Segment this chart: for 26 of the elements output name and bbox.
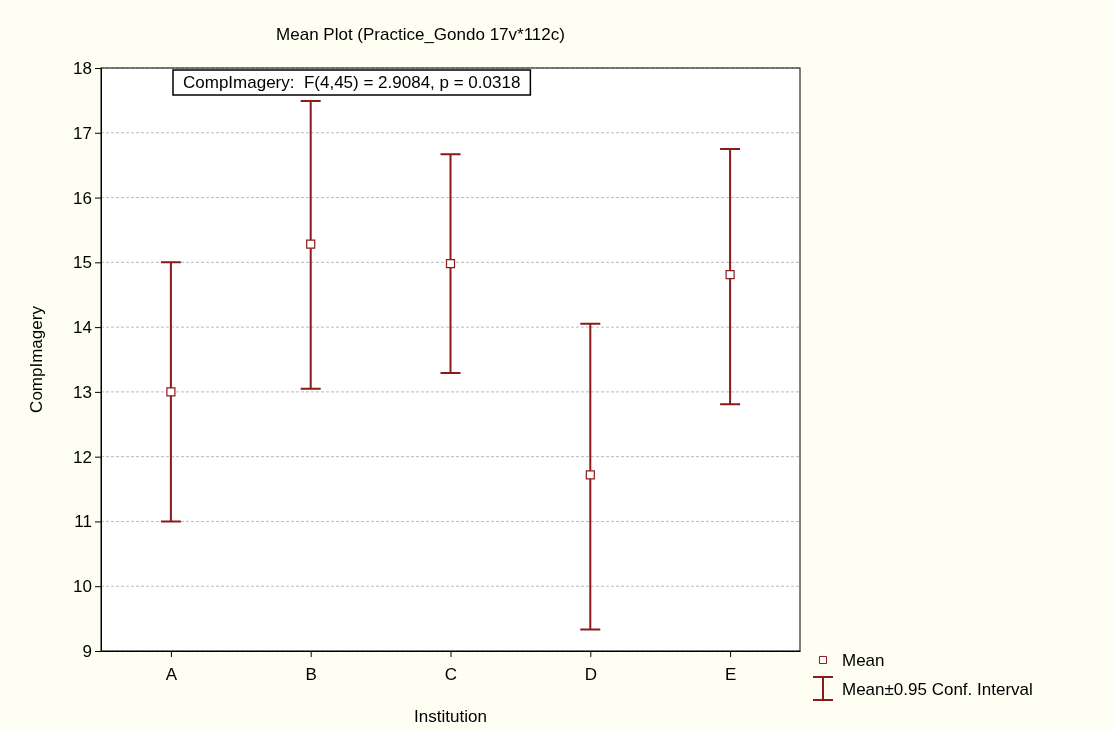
- y-tick-label: 17: [73, 123, 92, 143]
- y-tick-label: 9: [82, 641, 92, 661]
- chart-title: Mean Plot (Practice_Gondo 17v*112c): [276, 25, 565, 44]
- text: Mean±0.95 Conf. Interval: [842, 680, 1033, 699]
- y-tick-label: 13: [73, 382, 92, 402]
- y-tick-label: 10: [73, 577, 92, 597]
- y-tick-label: 18: [73, 58, 92, 78]
- y-tick-label: 14: [73, 318, 92, 338]
- x-tick-label: D: [584, 665, 597, 685]
- point: [306, 239, 316, 249]
- x-tick-label: B: [305, 665, 317, 685]
- y-tick-label: 12: [73, 447, 92, 467]
- x-tick-label: C: [444, 665, 458, 685]
- x-axis-title: Institution: [414, 707, 487, 726]
- point: [585, 470, 595, 480]
- x-tick-label: E: [724, 665, 737, 685]
- y-axis-title: CompImagery: [27, 305, 46, 413]
- point: [166, 387, 176, 397]
- y-tick-label: 15: [73, 253, 92, 273]
- y-tick-label: 11: [74, 512, 92, 532]
- x-tick-label: A: [165, 665, 178, 685]
- point: [725, 270, 735, 280]
- point: [445, 259, 456, 269]
- annotation: CompImagery: F(4,45) = 2.9084, p = 0.0318: [183, 73, 521, 92]
- y-tick-label: 16: [73, 188, 92, 208]
- legend-label: Mean: [842, 651, 885, 670]
